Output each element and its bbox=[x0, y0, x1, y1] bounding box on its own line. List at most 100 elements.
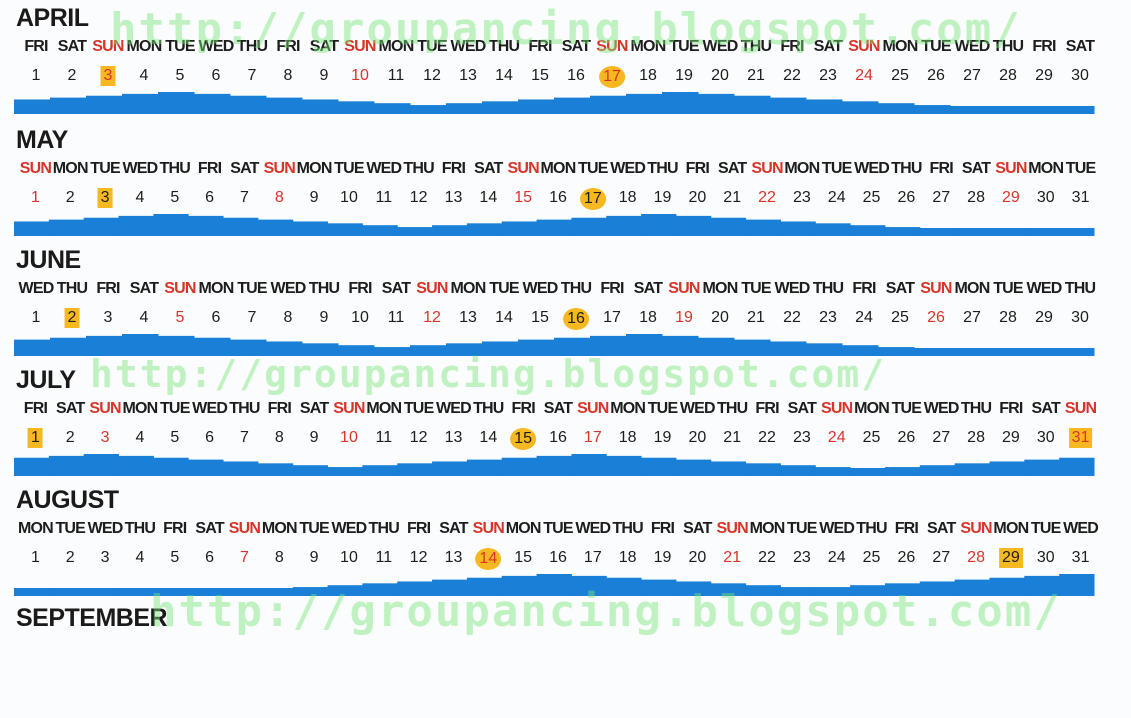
day-number: 13 bbox=[459, 67, 477, 84]
weekday-label: WED bbox=[122, 160, 158, 177]
weekday-label: FRI bbox=[852, 280, 876, 297]
weekday-label: FRI bbox=[755, 400, 779, 417]
tide-step bbox=[302, 343, 339, 356]
tide-step bbox=[571, 454, 607, 476]
day-number: 22 bbox=[758, 549, 776, 566]
weekday-label: MON bbox=[296, 160, 333, 177]
weekday-label: SAT bbox=[1031, 400, 1061, 417]
weekday-label: WED bbox=[774, 280, 811, 297]
weekday-label: SUN bbox=[416, 280, 448, 297]
weekday-label: SAT bbox=[439, 520, 468, 537]
day-number: 10 bbox=[340, 189, 358, 206]
day-number: 12 bbox=[423, 309, 441, 326]
tide-step bbox=[698, 93, 735, 114]
day-number: 24 bbox=[855, 67, 873, 84]
weekday-label: MON bbox=[954, 280, 991, 297]
tide-step bbox=[223, 217, 259, 236]
weekday-label: MON bbox=[366, 400, 402, 417]
weekday-label: MON bbox=[749, 520, 786, 537]
day-number: 24 bbox=[855, 309, 873, 326]
tide-step bbox=[1024, 228, 1060, 236]
day-number: 4 bbox=[135, 549, 145, 566]
tide-step bbox=[83, 217, 120, 236]
tide-step bbox=[919, 465, 956, 476]
tide-step bbox=[914, 348, 951, 356]
weekday-label: SUN bbox=[507, 160, 539, 177]
day-number: 9 bbox=[309, 549, 319, 566]
day-number: 26 bbox=[927, 67, 945, 84]
day-number: 24 bbox=[827, 189, 846, 206]
day-number: 8 bbox=[274, 429, 284, 446]
weekday-label: MON bbox=[854, 400, 890, 417]
day-number: 13 bbox=[444, 549, 463, 566]
weekday-label: SAT bbox=[717, 160, 747, 177]
weekday-label: SUN bbox=[716, 520, 748, 537]
weekday-label: SAT bbox=[961, 160, 991, 177]
day-number: 26 bbox=[897, 189, 916, 206]
month-title: AUGUST bbox=[16, 486, 119, 514]
day-number: 7 bbox=[247, 67, 257, 84]
day-number: 6 bbox=[205, 189, 215, 206]
tide-step bbox=[986, 348, 1023, 356]
weekday-label: FRI bbox=[929, 160, 954, 177]
weekday-label: SAT bbox=[885, 280, 915, 297]
weekday-label: MON bbox=[52, 160, 89, 177]
weekday-label: WED bbox=[575, 520, 611, 537]
tide-step bbox=[446, 103, 483, 114]
day-number: 27 bbox=[932, 429, 951, 446]
tide-step bbox=[675, 215, 712, 236]
day-number: 16 bbox=[549, 189, 567, 206]
tide-step bbox=[745, 463, 781, 476]
day-number: 14 bbox=[495, 309, 513, 326]
day-number: 9 bbox=[309, 429, 319, 446]
tide-step bbox=[153, 457, 189, 476]
tide-step bbox=[446, 343, 483, 356]
month-september: SEPTEMBER bbox=[0, 600, 1131, 718]
tide-step bbox=[501, 457, 538, 476]
month-august: AUGUST MON 1 TUE 2 WED 3 THU 4 FRI 5 SAT 6 SUN 7 MON 8 TU… bbox=[0, 482, 1131, 600]
day-number: 8 bbox=[283, 309, 293, 326]
day-number: 19 bbox=[653, 429, 672, 446]
month-june: JUNE WED 1 THU 2 FRI 3 SAT 4 SUN 5 MON 6 TUE 7 WED 8 THU 9… bbox=[0, 242, 1131, 360]
weekday-label: SUN bbox=[472, 520, 505, 537]
tide-step bbox=[518, 339, 555, 356]
tide-step bbox=[675, 581, 712, 596]
tide-step bbox=[536, 455, 572, 476]
day-number: 8 bbox=[274, 189, 284, 206]
tide-step bbox=[950, 348, 987, 356]
tide-step bbox=[397, 227, 433, 236]
weekday-label: FRI bbox=[276, 38, 300, 55]
tide-step bbox=[1059, 228, 1095, 236]
weekday-label: MON bbox=[126, 38, 163, 55]
day-number: 2 bbox=[64, 308, 80, 328]
day-number: 17 bbox=[599, 66, 625, 88]
tide-step bbox=[698, 337, 735, 356]
day-number: 19 bbox=[653, 189, 672, 206]
day-number: 5 bbox=[170, 429, 180, 446]
day-number: 18 bbox=[639, 67, 657, 84]
weekday-label: WED bbox=[192, 400, 228, 417]
tide-step bbox=[919, 581, 956, 596]
tide-step bbox=[122, 93, 159, 114]
tide-step bbox=[338, 101, 375, 114]
weekday-label: FRI bbox=[894, 520, 919, 537]
tide-step bbox=[14, 588, 50, 596]
tide-step bbox=[606, 455, 642, 476]
tide-step bbox=[806, 343, 843, 356]
weekday-label: FRI bbox=[650, 520, 675, 537]
tide-step bbox=[815, 223, 851, 236]
tide-step bbox=[257, 219, 294, 236]
weekday-label: SAT bbox=[381, 280, 411, 297]
weekday-label: FRI bbox=[1032, 38, 1056, 55]
day-number: 2 bbox=[67, 67, 77, 84]
tide-step bbox=[770, 97, 807, 114]
day-number: 12 bbox=[409, 549, 428, 566]
day-number: 18 bbox=[618, 549, 637, 566]
tide-step bbox=[362, 583, 398, 596]
weekday-label: THU bbox=[473, 400, 504, 417]
weekday-label: MON bbox=[784, 160, 820, 177]
tide-step bbox=[806, 99, 843, 114]
day-number: 5 bbox=[170, 549, 180, 566]
tide-step bbox=[432, 461, 468, 476]
tide-step bbox=[954, 228, 990, 236]
